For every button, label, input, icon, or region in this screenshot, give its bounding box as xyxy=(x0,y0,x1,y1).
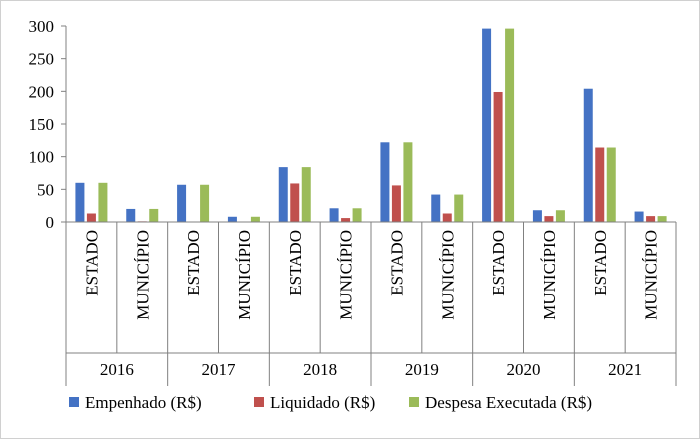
bar-empenhado xyxy=(431,194,441,222)
bar-liquidado xyxy=(646,216,656,222)
year-label: 2019 xyxy=(405,360,439,379)
bar-despesa-executada xyxy=(250,216,260,222)
category-label: ESTADO xyxy=(591,230,610,296)
category-label: MUNICÍPIO xyxy=(438,230,457,320)
category-label: ESTADO xyxy=(489,230,508,296)
y-tick-label: 200 xyxy=(29,82,55,101)
category-label: MUNICÍPIO xyxy=(540,230,559,320)
bar-despesa-executada xyxy=(606,147,616,222)
bar-despesa-executada xyxy=(454,194,464,222)
bar-despesa-executada xyxy=(352,208,362,222)
y-tick-label: 0 xyxy=(46,213,55,232)
bar-empenhado xyxy=(380,142,390,222)
bar-empenhado xyxy=(227,216,237,222)
year-label: 2018 xyxy=(303,360,337,379)
bar-despesa-executada xyxy=(555,210,565,222)
y-tick-label: 250 xyxy=(29,50,55,69)
legend-label: Liquidado (R$) xyxy=(270,393,375,412)
year-label: 2017 xyxy=(202,360,237,379)
bar-liquidado xyxy=(391,185,401,222)
y-tick-label: 150 xyxy=(29,115,55,134)
year-label: 2020 xyxy=(507,360,541,379)
y-tick-label: 300 xyxy=(29,17,55,36)
bar-empenhado xyxy=(329,208,339,222)
bar-despesa-executada xyxy=(403,142,413,222)
bar-liquidado xyxy=(341,218,351,222)
bar-empenhado xyxy=(126,208,136,222)
bar-empenhado xyxy=(583,88,593,222)
bar-despesa-executada xyxy=(149,208,159,222)
bar-liquidado xyxy=(544,216,554,222)
bar-despesa-executada xyxy=(301,167,311,222)
y-tick-label: 50 xyxy=(37,180,54,199)
bar-despesa-executada xyxy=(505,28,515,223)
legend-swatch xyxy=(409,397,419,407)
category-label: MUNICÍPIO xyxy=(642,230,661,320)
bar-empenhado xyxy=(177,184,187,222)
bar-liquidado xyxy=(493,91,503,222)
category-label: MUNICÍPIO xyxy=(235,230,254,320)
bar-despesa-executada xyxy=(200,184,210,222)
category-label: ESTADO xyxy=(184,230,203,296)
bar-liquidado xyxy=(290,183,300,222)
legend-label: Empenhado (R$) xyxy=(85,393,202,412)
bar-despesa-executada xyxy=(657,216,667,222)
bar-liquidado xyxy=(595,147,605,222)
category-label: ESTADO xyxy=(82,230,101,296)
legend-label: Despesa Executada (R$) xyxy=(425,393,592,412)
category-label: ESTADO xyxy=(286,230,305,296)
year-label: 2021 xyxy=(608,360,642,379)
bar-empenhado xyxy=(278,167,288,222)
bar-empenhado xyxy=(634,211,644,222)
bar-empenhado xyxy=(532,210,542,222)
bar-liquidado xyxy=(86,213,96,222)
bar-despesa-executada xyxy=(98,182,108,222)
legend-swatch xyxy=(254,397,264,407)
category-label: MUNICÍPIO xyxy=(337,230,356,320)
y-tick-label: 100 xyxy=(29,148,55,167)
bar-empenhado xyxy=(75,182,85,222)
category-label: MUNICÍPIO xyxy=(133,230,152,320)
legend-swatch xyxy=(69,397,79,407)
year-label: 2016 xyxy=(100,360,134,379)
bar-liquidado xyxy=(442,213,452,222)
category-label: ESTADO xyxy=(387,230,406,296)
bar-empenhado xyxy=(482,28,492,223)
